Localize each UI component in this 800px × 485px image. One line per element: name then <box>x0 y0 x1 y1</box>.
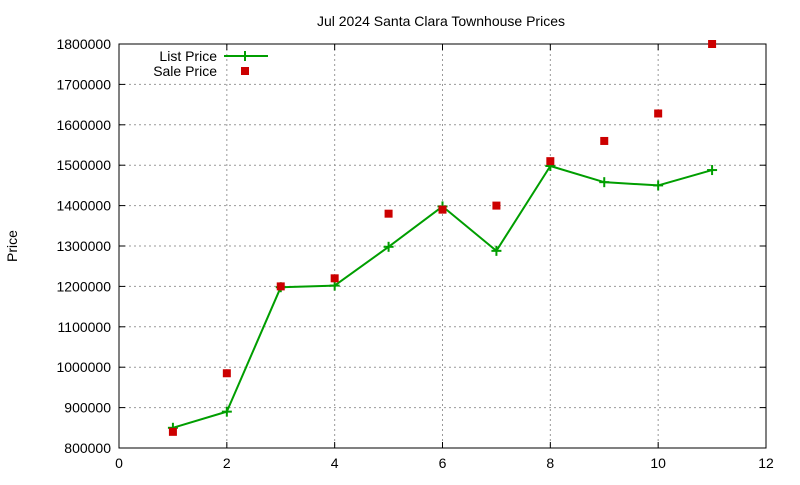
legend-marker-sale-price <box>241 67 249 75</box>
y-tick-label: 900000 <box>64 400 111 416</box>
data-point-list-price <box>707 165 718 176</box>
data-point-sale-price <box>222 369 231 378</box>
y-tick-label: 1500000 <box>56 157 111 173</box>
x-tick-label: 8 <box>546 455 554 471</box>
y-tick-label: 1800000 <box>56 36 111 52</box>
x-tick-label: 10 <box>650 455 666 471</box>
x-tick-label: 12 <box>758 455 774 471</box>
data-point-sale-price <box>654 109 663 118</box>
y-axis-label: Price <box>4 230 20 262</box>
x-tick-label: 6 <box>439 455 447 471</box>
x-tick-label: 2 <box>223 455 231 471</box>
chart-title: Jul 2024 Santa Clara Townhouse Prices <box>317 13 565 29</box>
data-point-sale-price <box>276 282 285 291</box>
data-point-list-price <box>599 177 610 188</box>
data-point-sale-price <box>168 427 177 436</box>
legend-marker-list-price <box>240 51 250 61</box>
y-tick-label: 1300000 <box>56 238 111 254</box>
series <box>167 40 718 436</box>
data-point-sale-price <box>708 40 717 48</box>
data-point-sale-price <box>384 209 393 218</box>
data-point-list-price <box>383 241 394 252</box>
data-point-list-price <box>653 180 664 191</box>
legend: List Price Sale Price <box>153 48 268 79</box>
axis-ticks: 0 2 4 6 8 10 12 800000 900000 1000000 1100000 12000… <box>56 36 774 471</box>
grid <box>119 44 766 448</box>
data-point-sale-price <box>600 136 609 145</box>
y-tick-label: 1000000 <box>56 359 111 375</box>
y-tick-label: 800000 <box>64 440 111 456</box>
y-tick-label: 1600000 <box>56 117 111 133</box>
y-tick-label: 1700000 <box>56 76 111 92</box>
y-tick-label: 1100000 <box>58 319 112 335</box>
data-point-list-price <box>221 406 232 417</box>
y-tick-label: 1200000 <box>56 278 111 294</box>
y-tick-label: 1400000 <box>56 198 111 214</box>
data-point-sale-price <box>546 157 555 166</box>
x-tick-label: 0 <box>115 455 123 471</box>
data-point-sale-price <box>330 274 339 283</box>
legend-label-list-price: List Price <box>159 48 217 64</box>
x-tick-label: 4 <box>331 455 339 471</box>
legend-label-sale-price: Sale Price <box>153 63 217 79</box>
data-point-list-price <box>491 245 502 256</box>
data-point-sale-price <box>438 205 447 214</box>
data-point-sale-price <box>492 201 501 210</box>
